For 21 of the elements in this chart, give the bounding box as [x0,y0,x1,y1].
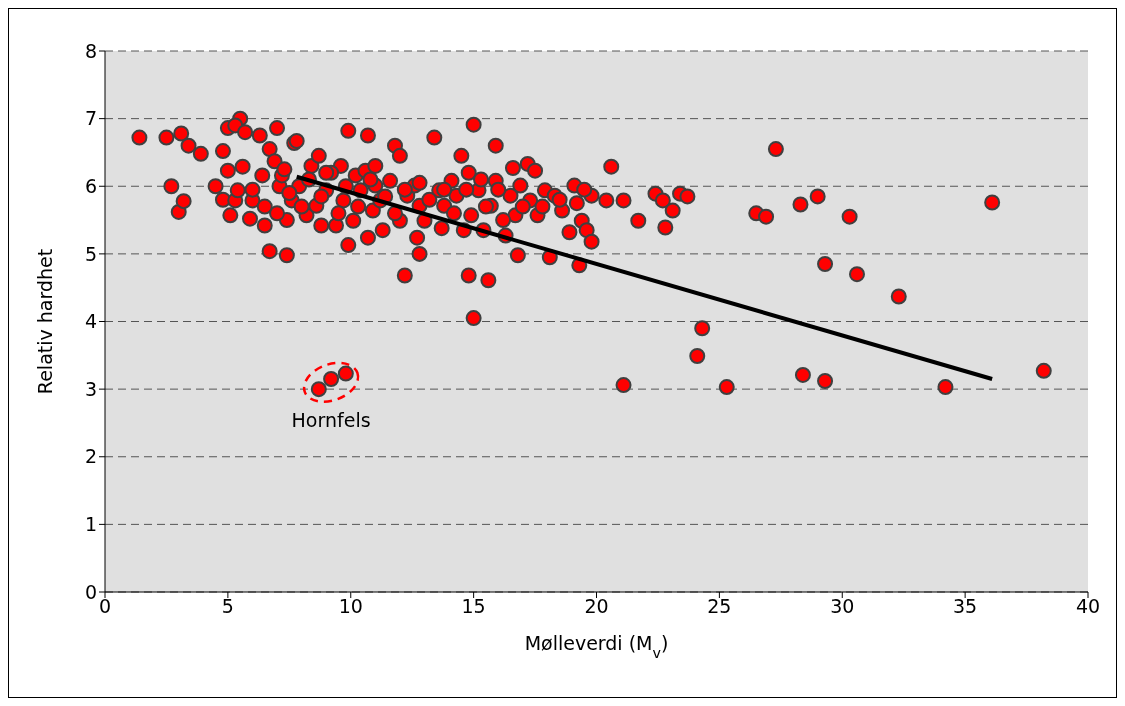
y-axis-title: Relativ hardhet [33,248,56,395]
y-tick-label: 4 [84,310,97,333]
x-tick-label: 25 [707,595,732,618]
x-tick-label: 40 [1075,595,1101,618]
x-tick-label: 5 [221,595,234,618]
y-tick-label: 2 [84,445,97,468]
y-tick-label: 3 [84,377,97,400]
x-tick-label: 10 [338,595,363,618]
y-tick-label: 7 [84,107,97,130]
y-tick-label: 1 [84,513,97,536]
annotation: Hornfels [291,409,371,432]
x-tick-label: 20 [584,595,609,618]
y-tick-label: 6 [84,174,97,197]
y-tick-label: 8 [84,39,97,62]
x-tick-label: 15 [461,595,486,618]
y-tick-label: 0 [84,580,97,603]
x-tick-label: 35 [953,595,978,618]
x-tick-label: 0 [98,595,112,618]
y-tick-label: 5 [84,242,97,265]
x-axis-title: Mølleverdi (M$_{v}$) [524,632,669,661]
x-tick-label: 30 [830,595,855,618]
